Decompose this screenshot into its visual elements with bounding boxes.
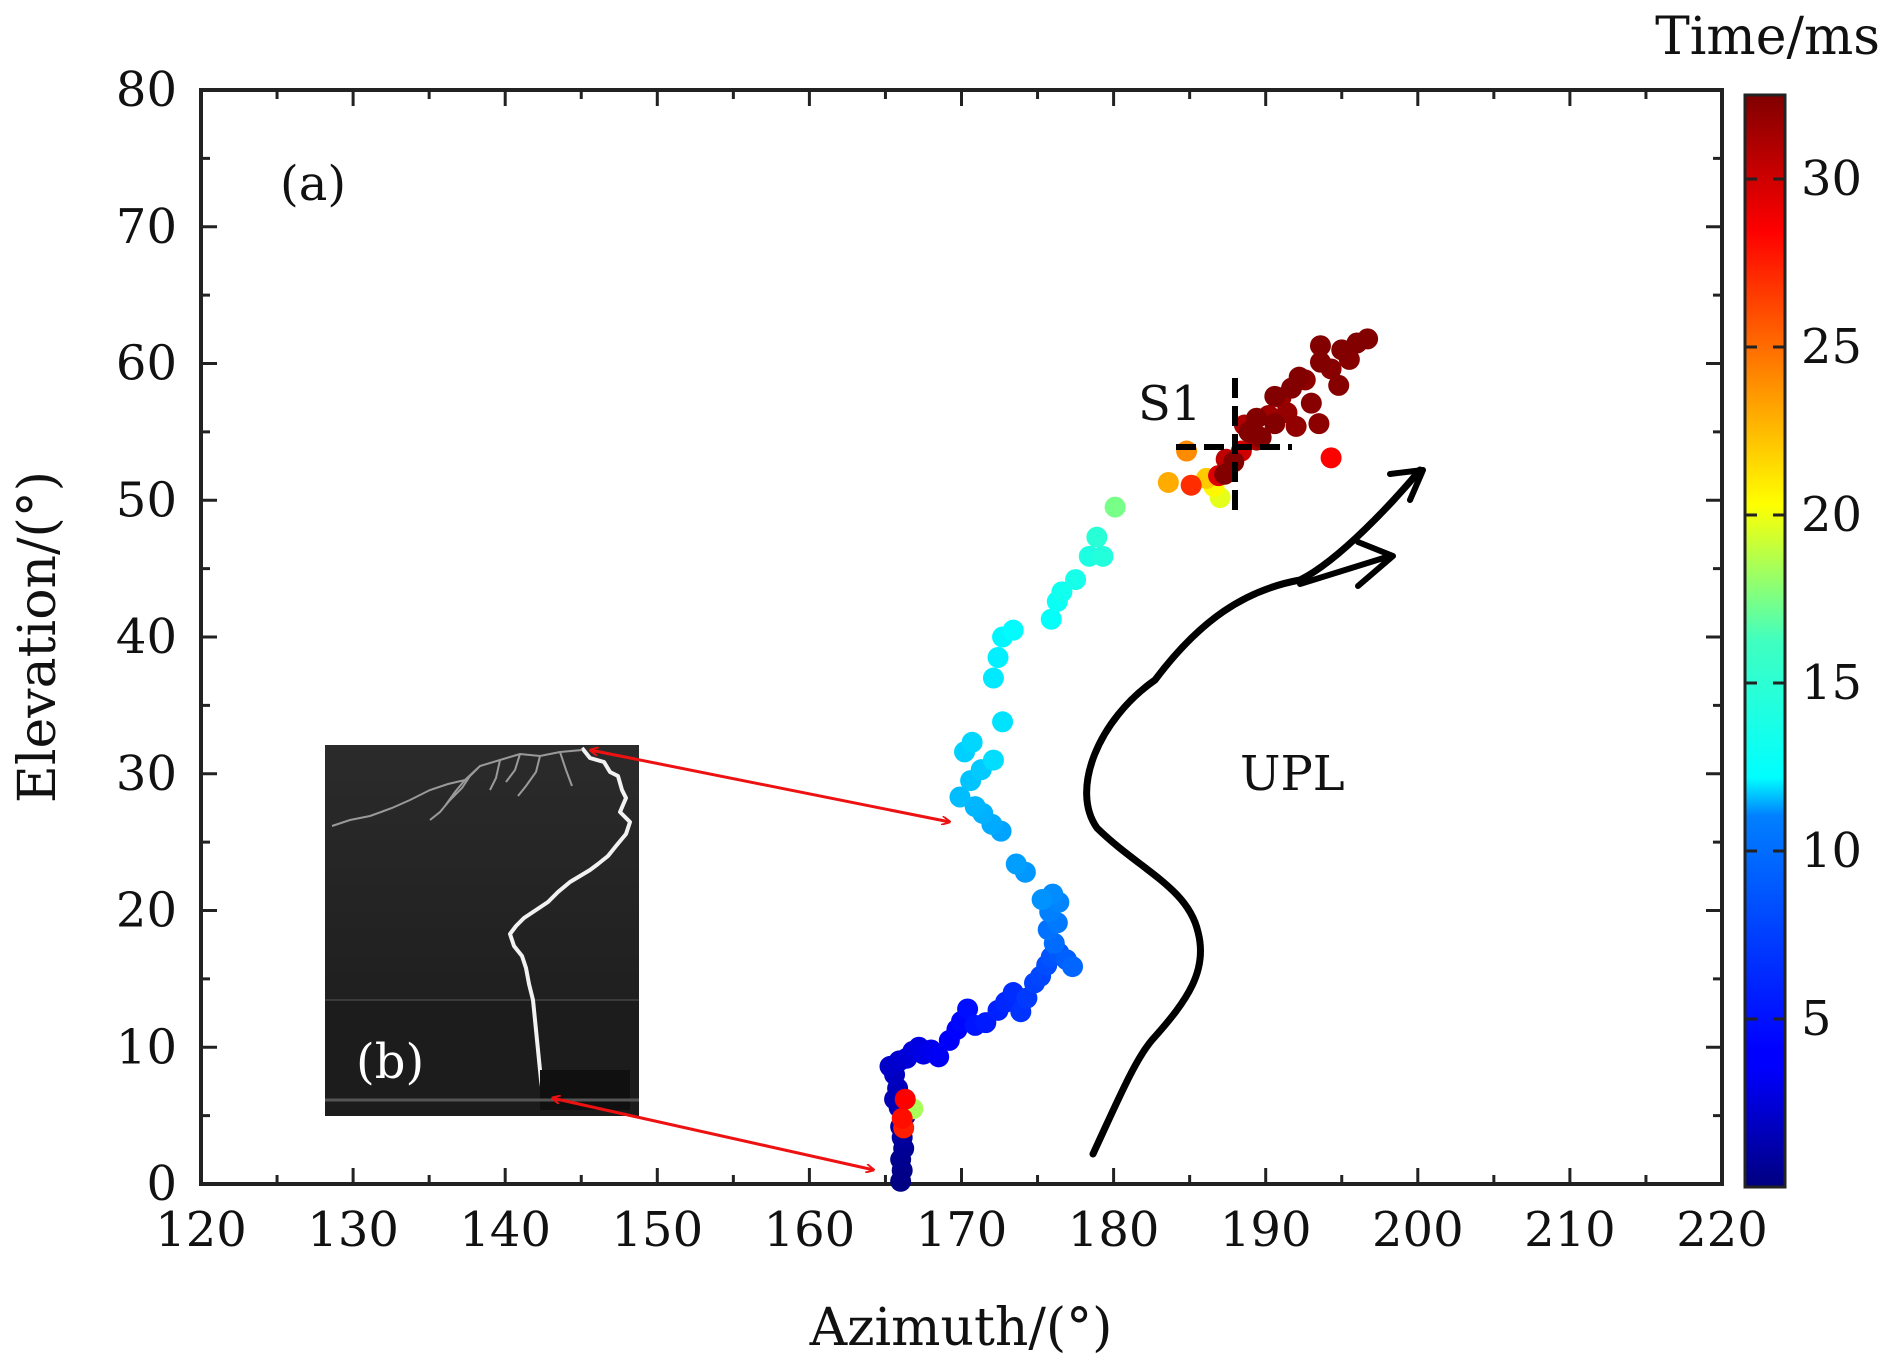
source-point [1264, 385, 1286, 407]
s1-crosshair [1176, 378, 1292, 514]
source-point [1005, 853, 1027, 875]
source-point [1309, 335, 1331, 357]
source-point [1180, 474, 1202, 496]
source-point [1328, 374, 1350, 396]
panel-label: (a) [280, 156, 346, 212]
inset-photo: (b) [325, 745, 639, 1116]
source-point [928, 1046, 950, 1068]
y-axis: 0 10 20 30 40 50 60 70 80 [116, 62, 1722, 1212]
y-tick-label: 20 [116, 883, 177, 939]
x-axis-label: Azimuth/(°) [809, 1298, 1113, 1358]
source-point [894, 1088, 916, 1110]
x-axis: 120 130 140 150 160 170 180 190 200 210 220 [155, 90, 1768, 1258]
source-point [1002, 619, 1024, 641]
y-tick-label: 60 [116, 336, 177, 392]
x-tick-label: 200 [1372, 1202, 1464, 1258]
source-point [891, 1107, 913, 1129]
source-point [1285, 415, 1307, 437]
source-point [1214, 463, 1236, 485]
colorbar-gradient [1743, 93, 1787, 1189]
source-point [1300, 392, 1322, 414]
x-tick-label: 170 [916, 1202, 1008, 1258]
inset-label: (b) [356, 1034, 424, 1090]
colorbar-tick-label: 20 [1801, 487, 1862, 543]
x-tick-label: 140 [459, 1202, 551, 1258]
colorbar-tick-label: 5 [1801, 991, 1832, 1047]
upl-label: UPL [1240, 746, 1345, 802]
colorbar-tick-label: 25 [1801, 319, 1862, 375]
source-point [964, 796, 986, 818]
x-tick-label: 120 [155, 1202, 247, 1258]
source-point [1264, 413, 1286, 435]
source-point [1086, 526, 1108, 548]
source-point [982, 667, 1004, 689]
source-point [1309, 351, 1331, 373]
source-point [1357, 328, 1379, 350]
lightning-branches [331, 749, 583, 827]
source-point [1176, 440, 1198, 462]
source-point [1062, 956, 1084, 978]
source-point [1031, 889, 1053, 911]
y-tick-label: 70 [116, 199, 177, 255]
colorbar: 5 10 15 20 25 30 Time/ms [1655, 7, 1880, 1189]
y-tick-label: 40 [116, 609, 177, 665]
source-point [1308, 413, 1330, 435]
source-point [1320, 447, 1342, 469]
source-point [987, 647, 1009, 669]
x-tick-label: 220 [1676, 1202, 1768, 1258]
colorbar-tick-label: 10 [1801, 823, 1862, 879]
upl-arrow-head-main [1387, 467, 1426, 503]
colorbar-title: Time/ms [1655, 7, 1880, 67]
source-point [949, 786, 971, 808]
source-point [1250, 426, 1272, 448]
upl-branch-arrow [1297, 539, 1396, 589]
source-point [1331, 339, 1353, 361]
y-axis-label: Elevation/(°) [8, 471, 68, 803]
connector-arrow-top [590, 750, 950, 822]
upl-curve [1083, 466, 1424, 1158]
source-point [961, 731, 983, 753]
x-tick-label: 130 [307, 1202, 399, 1258]
source-point [1104, 496, 1126, 518]
x-tick-label: 180 [1068, 1202, 1160, 1258]
source-point [1092, 545, 1114, 567]
x-tick-label: 190 [1220, 1202, 1312, 1258]
s1-label: S1 [1138, 376, 1201, 432]
source-point [1157, 471, 1179, 493]
source-point [957, 998, 979, 1020]
y-tick-label: 0 [146, 1156, 177, 1212]
source-point [1281, 377, 1303, 399]
connector-arrow-bottom [552, 1098, 874, 1170]
x-tick-label: 150 [611, 1202, 703, 1258]
x-tick-label: 160 [764, 1202, 856, 1258]
source-point [1051, 581, 1073, 603]
y-tick-label: 10 [116, 1019, 177, 1075]
y-tick-label: 30 [116, 746, 177, 802]
colorbar-tick-label: 15 [1801, 655, 1862, 711]
y-tick-label: 80 [116, 62, 177, 118]
source-point [1040, 608, 1062, 630]
colorbar-tick-label: 30 [1801, 151, 1862, 207]
source-point [992, 711, 1014, 733]
y-tick-label: 50 [116, 472, 177, 528]
source-point [1065, 569, 1087, 591]
source-point [982, 749, 1004, 771]
x-tick-label: 210 [1524, 1202, 1616, 1258]
